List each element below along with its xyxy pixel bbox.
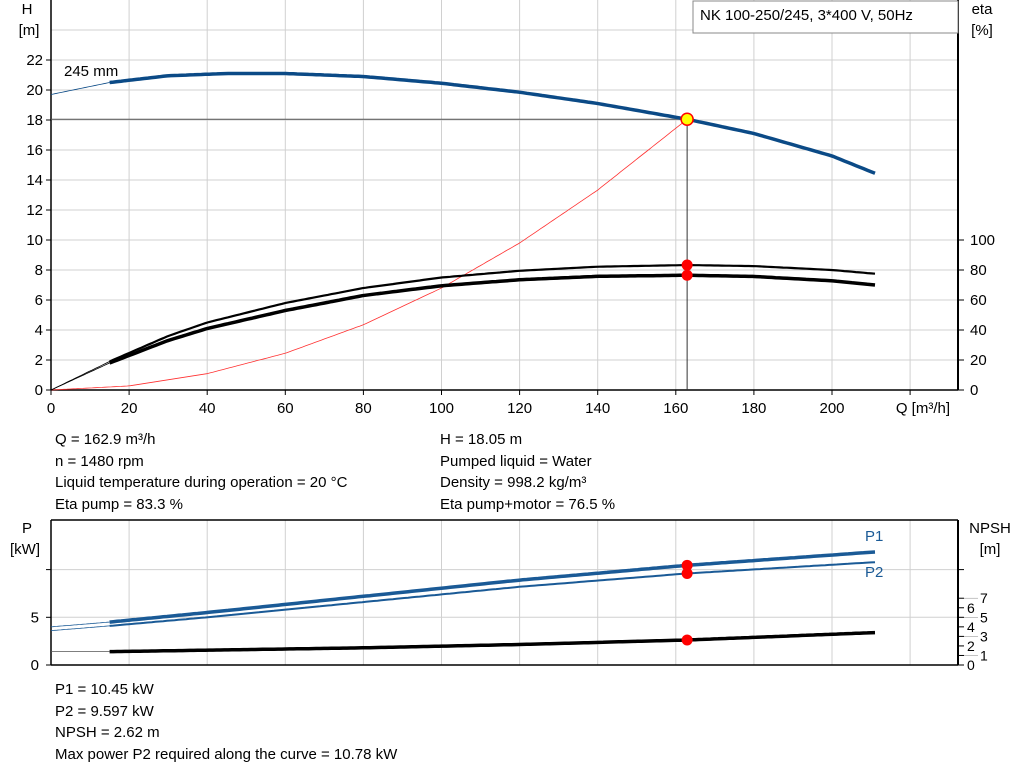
p1-curve <box>109 550 876 624</box>
x-tick-label: 180 <box>741 400 766 417</box>
info-p2: P2 = 9.597 kW <box>55 702 154 720</box>
system-curve <box>50 118 688 391</box>
eta-pump-marker <box>681 259 693 271</box>
npsh-tick-label: 5 <box>980 609 988 625</box>
y-axis-unit-npsh: [m] <box>980 541 1001 558</box>
eta-pump-curve <box>109 264 876 363</box>
p2-curve <box>109 561 876 627</box>
y-axis-unit-p: [kW] <box>10 541 40 558</box>
p2-curve-extension <box>50 625 110 632</box>
npsh-tick-label: 2 <box>967 638 975 654</box>
y-tick-label: 14 <box>26 172 43 189</box>
info-left: Q = 162.9 m³/h n = 1480 rpm Liquid tempe… <box>55 429 347 515</box>
info-p1: P1 = 10.45 kW <box>55 681 154 698</box>
p2-curve-label: P2 <box>865 564 883 581</box>
y-axis-label-h: H <box>22 1 33 18</box>
head-curve-extension <box>50 82 110 95</box>
x-tick-label: 100 <box>429 400 454 417</box>
eta-tick-label: 40 <box>970 322 987 339</box>
info-head: H = 18.05 m <box>440 431 523 448</box>
npsh-tick-label: 7 <box>980 590 988 606</box>
x-axis-label: Q [m³/h] <box>896 400 950 417</box>
npsh-tick-label: 0 <box>967 657 975 673</box>
p1-curve-extension <box>50 621 110 628</box>
info-temperature: Liquid temperature during operation = 20… <box>55 474 348 491</box>
y-axis-unit-eta: [%] <box>971 22 993 39</box>
npsh-tick-label: 3 <box>980 628 988 644</box>
npsh-marker <box>681 634 693 646</box>
info-right: H = 18.05 m Pumped liquid = Water Densit… <box>440 429 615 515</box>
y-tick-label: 22 <box>26 52 43 69</box>
info-flow: Q = 162.9 m³/h <box>55 431 156 448</box>
x-tick-label: 0 <box>47 400 55 417</box>
npsh-tick-label: 4 <box>967 619 975 635</box>
duty-point-marker <box>680 112 694 126</box>
npsh-tick-label: 1 <box>980 647 988 663</box>
info-speed: n = 1480 rpm <box>55 452 144 470</box>
eta-total-marker <box>681 269 693 281</box>
y-tick-label: 10 <box>26 232 43 249</box>
info-eta-pump: Eta pump = 83.3 % <box>55 495 183 513</box>
title-box <box>692 0 959 34</box>
info-npsh: NPSH = 2.62 m <box>55 724 160 741</box>
info-bottom: P1 = 10.45 kW P2 = 9.597 kW NPSH = 2.62 … <box>55 679 397 765</box>
y-tick-label: 18 <box>26 112 43 129</box>
info-max-power: Max power P2 required along the curve = … <box>55 745 398 763</box>
p-tick-label: 5 <box>31 609 39 626</box>
y-tick-label: 4 <box>35 322 43 339</box>
eta-tick-label: 80 <box>970 262 987 279</box>
eta-tick-label: 60 <box>970 292 987 309</box>
p1-curve-label: P1 <box>865 528 883 545</box>
y-tick-label: 16 <box>26 142 43 159</box>
p1-marker <box>681 559 693 571</box>
head-curve-label: 245 mm <box>64 63 118 80</box>
head-curve <box>109 71 876 175</box>
x-tick-label: 40 <box>199 400 216 417</box>
eta-tick-label: 20 <box>970 352 987 369</box>
y-axis-unit-h: [m] <box>19 22 40 39</box>
y-tick-label: 0 <box>35 382 43 399</box>
info-eta-total: Eta pump+motor = 76.5 % <box>440 495 616 513</box>
info-liquid: Pumped liquid = Water <box>440 452 592 470</box>
eta-tick-label: 100 <box>970 232 995 249</box>
y-tick-label: 8 <box>35 262 43 279</box>
y-tick-label: 20 <box>26 82 43 99</box>
y-tick-label: 12 <box>26 202 43 219</box>
p-tick-label: 0 <box>31 657 39 674</box>
npsh-curve <box>109 630 876 654</box>
y-axis-label-npsh: NPSH <box>969 520 1011 537</box>
x-tick-label: 80 <box>355 400 372 417</box>
p2-marker <box>681 567 693 579</box>
eta-tick-label: 0 <box>970 382 978 399</box>
x-tick-label: 160 <box>663 400 688 417</box>
y-axis-label-p: P <box>22 520 32 537</box>
y-tick-label: 6 <box>35 292 43 309</box>
x-tick-label: 200 <box>819 400 844 417</box>
x-tick-label: 20 <box>121 400 138 417</box>
x-tick-label: 60 <box>277 400 294 417</box>
x-tick-label: 140 <box>585 400 610 417</box>
info-density: Density = 998.2 kg/m³ <box>440 474 587 491</box>
y-tick-label: 2 <box>35 352 43 369</box>
npsh-tick-label: 6 <box>967 600 975 616</box>
eta-total-curve-extension <box>50 362 110 391</box>
chart-title: NK 100-250/245, 3*400 V, 50Hz <box>700 7 913 24</box>
y-axis-label-eta: eta <box>972 1 994 18</box>
eta-total-curve <box>108 273 876 365</box>
x-tick-label: 120 <box>507 400 532 417</box>
